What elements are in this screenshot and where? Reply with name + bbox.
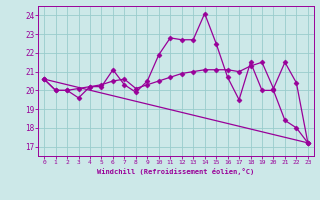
X-axis label: Windchill (Refroidissement éolien,°C): Windchill (Refroidissement éolien,°C) [97,168,255,175]
